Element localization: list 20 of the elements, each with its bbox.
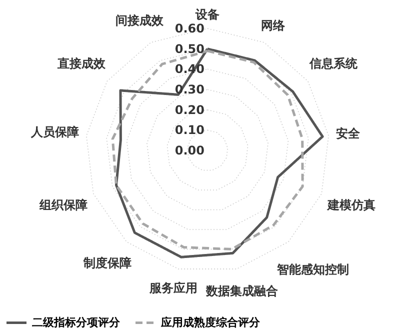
y-tick-label: 0.00 — [174, 144, 204, 158]
spoke-label: 信息系统 — [308, 56, 359, 71]
spoke-label: 人员保障 — [30, 124, 79, 139]
y-tick-label: 0.20 — [174, 102, 204, 117]
spoke-label: 建模仿真 — [326, 198, 376, 212]
spoke-label: 数据集成融合 — [205, 284, 280, 298]
y-tick-label: 0.60 — [174, 22, 204, 36]
legend-label: 应用成熟度综合评分 — [160, 316, 261, 329]
spoke-label: 智能感知控制 — [276, 262, 349, 276]
spoke-label: 制度保障 — [82, 256, 132, 270]
spoke-label: 设备 — [194, 8, 220, 22]
y-tick-label: 0.50 — [174, 42, 204, 56]
spoke-label: 网络 — [260, 18, 286, 33]
legend-label: 二级指标分项评分 — [32, 316, 121, 329]
spoke-label: 组织保障 — [38, 198, 88, 212]
spoke-label: 安全 — [336, 126, 361, 140]
spoke-label: 直接成效 — [56, 56, 106, 71]
spoke-label: 服务应用 — [148, 281, 198, 296]
spoke-label: 间接成效 — [115, 14, 164, 28]
y-tick-label: 0.10 — [174, 123, 204, 138]
